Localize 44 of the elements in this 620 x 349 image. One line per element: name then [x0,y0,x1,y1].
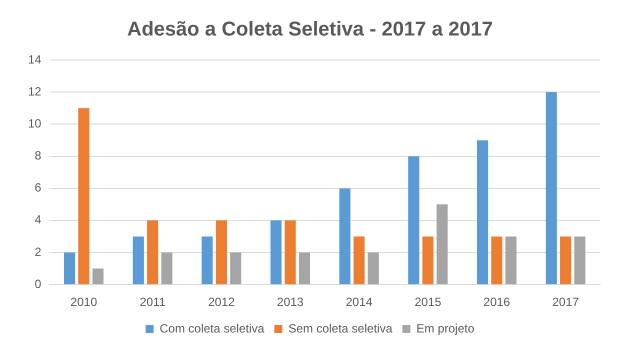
x-tick-label: 2014 [346,295,373,310]
bar [476,140,488,284]
y-tick-label: 8 [34,148,42,163]
bar [491,236,502,284]
x-tick-label: 2016 [483,295,510,310]
bar [354,236,365,284]
legend-label: Em projeto [416,321,475,336]
bar [546,92,557,284]
y-tick-label: 10 [28,116,42,130]
x-tick-label: 2017 [552,295,580,310]
y-tick-label: 12 [28,84,42,98]
bar [270,220,282,284]
chart-title: Adesão a Coleta Seletiva - 2017 a 2017 [127,18,493,41]
bar [216,220,227,284]
bar [422,236,434,284]
legend-label: Sem coleta seletiva [288,321,393,336]
bar [298,252,310,284]
bar [230,252,242,284]
bar [202,236,213,284]
y-tick-label: 0 [34,276,42,291]
bar [147,220,158,284]
bar [436,204,448,284]
bar [161,252,172,284]
x-tick-label: 2015 [414,295,442,310]
x-tick-label: 2010 [70,295,98,310]
y-tick-label: 4 [34,212,42,227]
x-tick-label: 2011 [140,295,166,310]
bar [132,236,144,284]
bar [339,188,350,284]
bar [284,220,296,284]
y-tick-label: 14 [28,52,42,66]
x-tick-label: 2013 [276,295,304,310]
bar [368,252,379,284]
y-tick-label: 2 [34,244,42,259]
bar [560,236,572,284]
y-tick-label: 6 [34,180,42,195]
bar [64,252,76,284]
x-tick-label: 2012 [208,295,236,310]
bar [574,236,586,284]
bar [92,268,104,284]
bar [408,156,420,284]
legend-label: Com coleta seletiva [160,321,265,336]
bar [78,108,90,284]
bar [505,236,517,284]
